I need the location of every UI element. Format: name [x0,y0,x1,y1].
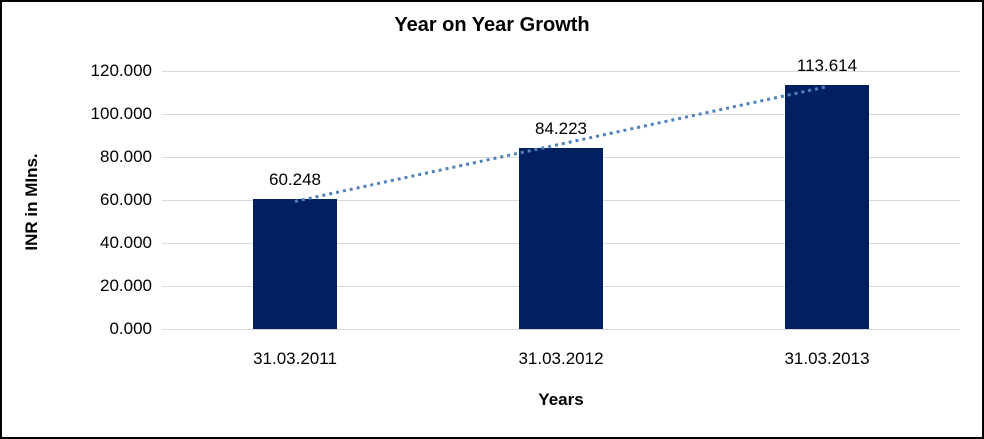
x-tick-label: 31.03.2013 [784,349,870,368]
bar-value-label: 60.248 [269,170,321,190]
bar-value-label: 113.614 [796,55,858,75]
y-tick-label: 120.000 [90,61,152,80]
y-tick-label: 0.000 [109,319,152,338]
bar-31.03.2011 [253,199,337,329]
y-gridline [162,329,960,330]
bar-31.03.2012 [519,147,603,329]
chart-title: Year on Year Growth [394,14,590,36]
y-tick-label: 80.000 [100,147,152,166]
y-gridline [162,71,960,72]
x-tick-label: 31.03.2012 [518,349,604,368]
y-tick-label: 60.000 [100,190,152,209]
y-tick-label: 40.000 [100,233,152,252]
bar-31.03.2013 [785,84,869,329]
y-tick-label: 100.000 [90,104,152,123]
x-axis-title: Years [538,390,584,409]
x-tick-label: 31.03.2011 [253,349,337,368]
y-tick-label: 20.000 [100,276,152,295]
bar-value-label: 84.223 [535,118,587,138]
